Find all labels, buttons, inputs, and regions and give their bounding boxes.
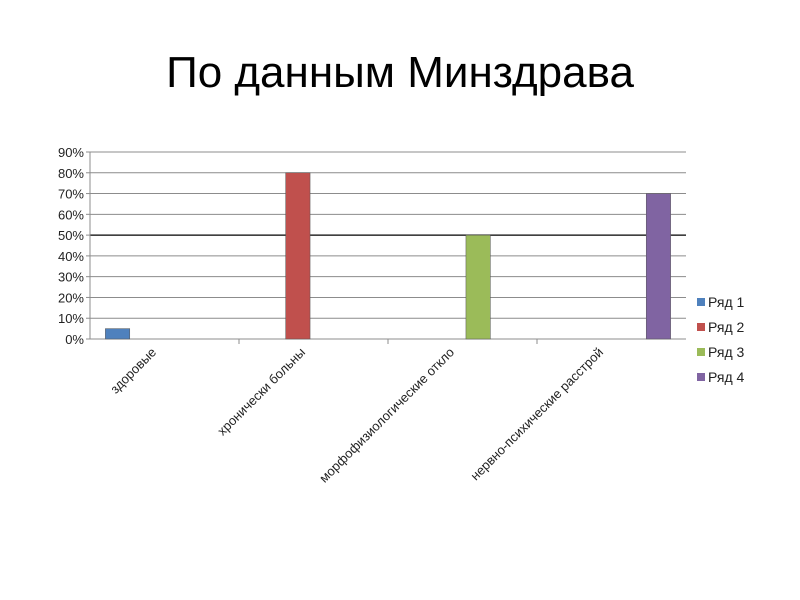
category-label: морфофизиологические откло [316, 345, 457, 486]
legend-label: Ряд 3 [708, 344, 745, 360]
legend-swatch [697, 373, 705, 381]
y-tick-label: 80% [58, 166, 84, 181]
y-tick-label: 10% [58, 311, 84, 326]
y-tick-label: 30% [58, 270, 84, 285]
legend-label: Ряд 1 [708, 294, 745, 310]
legend: Ряд 1 Ряд 2 Ряд 3 Ряд 4 [697, 294, 745, 385]
category-label: хронически больны [214, 345, 308, 439]
bar [645, 193, 671, 340]
y-tick-label: 20% [58, 290, 84, 305]
legend-swatch [697, 323, 705, 331]
bars [105, 172, 671, 340]
legend-label: Ряд 2 [708, 319, 745, 335]
slide-title: По данным Минздрава [166, 48, 634, 97]
y-tick-label: 90% [58, 145, 84, 160]
y-tick-label: 50% [58, 228, 84, 243]
bar [105, 328, 131, 340]
category-label: здоровые [107, 345, 159, 397]
y-tick-label: 0% [65, 332, 84, 347]
legend-label: Ряд 4 [708, 369, 745, 385]
axes [86, 151, 686, 344]
category-label: нервно-психические расстрой [467, 345, 606, 484]
y-tick-label: 40% [58, 249, 84, 264]
legend-swatch [697, 298, 705, 306]
legend-swatch [697, 348, 705, 356]
y-tick-label: 60% [58, 207, 84, 222]
category-labels: здоровые хронически больны морфофизиологич… [107, 345, 606, 486]
gridlines [90, 151, 686, 319]
bar [285, 172, 311, 340]
y-tick-label: 70% [58, 187, 84, 202]
bar [465, 234, 491, 340]
y-tick-labels: 0% 10% 20% 30% 40% 50% 60% 70% 80% 90% [58, 145, 84, 347]
